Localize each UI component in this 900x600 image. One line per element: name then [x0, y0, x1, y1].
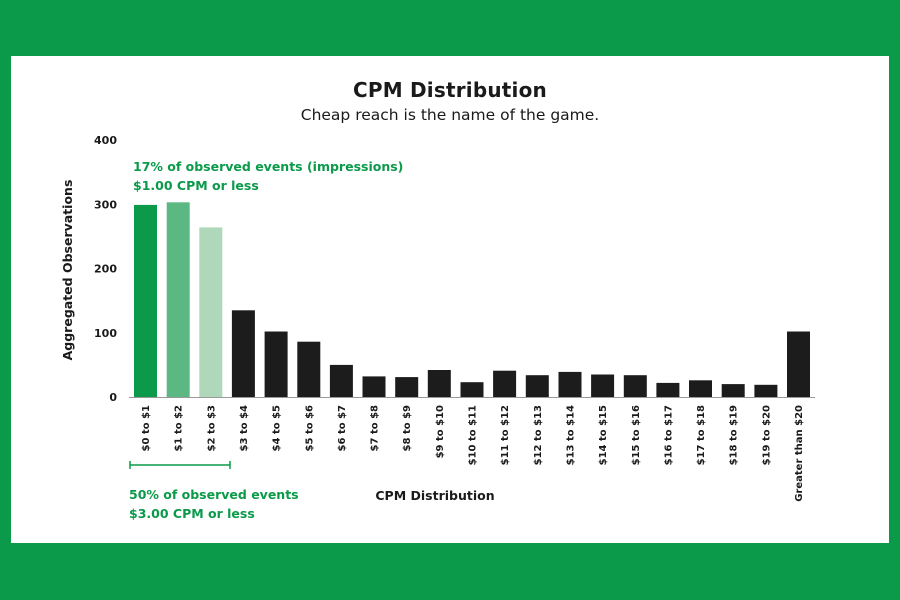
y-axis-ticks: 0 100 200 300 400 — [94, 134, 117, 404]
x-tick-label: $4 to $5 — [272, 405, 283, 451]
bar — [329, 364, 353, 397]
bars — [134, 202, 810, 397]
bar — [427, 370, 451, 397]
bar — [493, 370, 517, 397]
bar — [231, 310, 255, 397]
y-tick-label: 300 — [94, 198, 117, 211]
x-tick-label: $3 to $4 — [239, 405, 250, 451]
x-tick-label: $16 to $17 — [663, 405, 674, 465]
x-tick-label: $8 to $9 — [402, 405, 413, 451]
x-tick-label: $13 to $14 — [566, 405, 577, 465]
x-tick-label: $19 to $20 — [761, 405, 772, 465]
annotation-bottom-line2: $3.00 CPM or less — [129, 506, 255, 521]
x-tick-label: $11 to $12 — [500, 405, 511, 465]
y-axis-label: Aggregated Observations — [60, 180, 75, 361]
x-tick-label: Greater than $20 — [794, 405, 805, 502]
y-tick-label: 100 — [94, 327, 117, 340]
bar — [297, 341, 321, 397]
bar — [558, 371, 582, 397]
x-tick-label: $18 to $19 — [729, 405, 740, 465]
x-tick-label: $2 to $3 — [206, 405, 217, 451]
bar — [166, 202, 190, 397]
bar — [689, 380, 712, 397]
bar — [460, 382, 484, 397]
chart-subtitle: Cheap reach is the name of the game. — [300, 106, 600, 124]
x-tick-label: $7 to $8 — [370, 405, 381, 451]
x-tick-label: $14 to $15 — [598, 405, 609, 465]
bar — [623, 375, 647, 397]
x-tick-label: $10 to $11 — [468, 405, 479, 465]
bar — [264, 331, 288, 397]
y-tick-label: 200 — [94, 263, 117, 276]
chart-panel — [11, 56, 889, 543]
bar — [591, 374, 615, 397]
x-axis-ticks: $0 to $1 $1 to $2 $2 to $3 $3 to $4 $4 to $5… — [141, 405, 805, 502]
annotation-top-line2: $1.00 CPM or less — [133, 178, 259, 193]
bar — [787, 331, 810, 397]
x-tick-label: $17 to $18 — [696, 405, 707, 465]
x-tick-label: $1 to $2 — [174, 405, 185, 451]
bar — [134, 204, 157, 397]
bar — [721, 384, 745, 397]
bar — [525, 375, 549, 397]
annotation-top-line1: 17% of observed events (impressions) — [133, 159, 403, 174]
bar — [754, 384, 778, 397]
x-tick-label: $0 to $1 — [141, 405, 152, 451]
annotation-bracket — [129, 461, 231, 469]
chart-title: CPM Distribution — [353, 78, 547, 102]
x-tick-label: $6 to $7 — [337, 405, 348, 451]
bar — [362, 376, 386, 397]
x-tick-label: $15 to $16 — [631, 405, 642, 465]
y-tick-label: 0 — [109, 391, 117, 404]
bar — [199, 227, 223, 397]
annotation-bottom-line1: 50% of observed events — [129, 487, 299, 502]
x-tick-label: $5 to $6 — [304, 405, 315, 451]
y-tick-label: 400 — [94, 134, 117, 147]
x-axis-label: CPM Distribution — [375, 488, 494, 503]
x-tick-label: $12 to $13 — [533, 405, 544, 465]
x-tick-label: $9 to $10 — [435, 405, 446, 458]
bar — [656, 382, 680, 397]
bar — [395, 377, 419, 397]
